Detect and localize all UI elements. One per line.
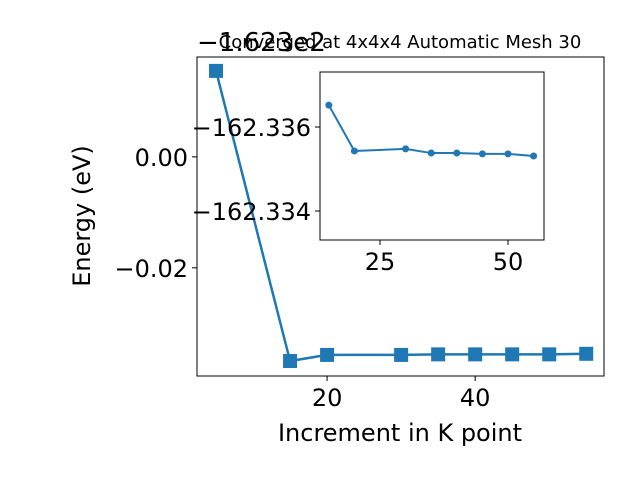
marker (209, 63, 224, 78)
x-tick-label: 40 (460, 384, 491, 412)
marker (283, 354, 298, 369)
line (327, 104, 534, 157)
x-tick-label: 25 (365, 248, 396, 276)
marker (530, 152, 538, 160)
marker (402, 145, 410, 153)
marker (453, 149, 461, 157)
marker (478, 150, 486, 158)
y-tick-label: 0.00 (135, 144, 188, 172)
y-axis-label: Energy (eV) (68, 145, 96, 287)
marker (427, 149, 435, 157)
chart-title: Converged at 4x4x4 Automatic Mesh 30 (219, 32, 582, 53)
y-tick-label: −162.334 (192, 198, 311, 226)
x-axis-label: Increment in K point (278, 419, 522, 447)
marker (431, 347, 446, 362)
x-tick-label: 50 (493, 248, 524, 276)
marker (505, 347, 520, 362)
marker (350, 147, 358, 155)
marker (325, 101, 333, 109)
marker (504, 150, 512, 158)
marker (468, 347, 483, 362)
y-tick-label: −0.02 (114, 255, 188, 283)
x-tick-label: 20 (312, 384, 343, 412)
marker (542, 347, 557, 362)
marker (320, 347, 335, 362)
marker (394, 347, 409, 362)
marker (579, 346, 594, 361)
y-tick-label: −162.336 (192, 114, 311, 142)
offset-label: −1.623e2 (197, 28, 326, 58)
